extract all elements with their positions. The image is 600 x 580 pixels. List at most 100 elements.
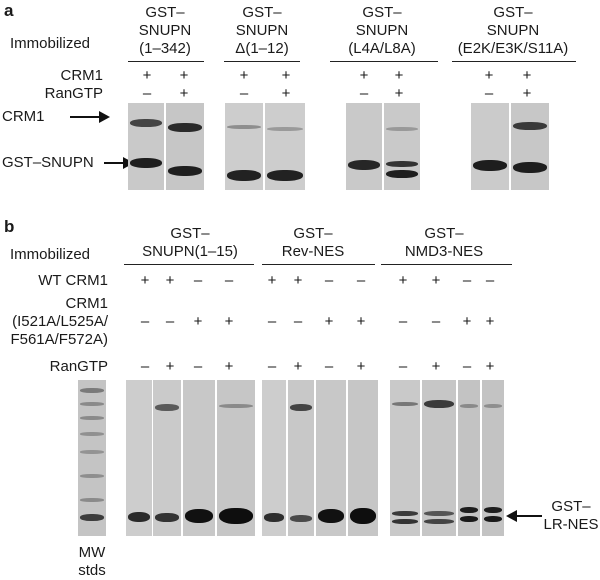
wt-crm1-row-label: WT CRM1 <box>38 272 108 289</box>
mutant-symbol-b-5: – <box>267 313 277 330</box>
rangtp-symbol-a-1: – <box>142 85 152 102</box>
gel-lane-a-7 <box>471 103 509 190</box>
crm1-symbol-a-3: + <box>239 67 249 84</box>
crm1-symbol-a-5: + <box>359 67 369 84</box>
wt-symbol-b-6: + <box>293 272 303 289</box>
band <box>130 158 162 168</box>
rangtp-symbol-a-5: – <box>359 85 369 102</box>
gel-lane-a-2 <box>166 103 204 190</box>
rangtp-symbol-b-10: + <box>431 358 441 375</box>
gst-snupn-band-arrow <box>104 157 134 169</box>
rangtp-row-label-a: RanGTP <box>44 85 103 102</box>
band <box>460 404 478 408</box>
band <box>318 509 344 523</box>
wt-symbol-b-12: – <box>485 272 495 289</box>
rangtp-symbol-b-9: – <box>398 358 408 375</box>
gel-lane-a-5 <box>346 103 382 190</box>
crm1-symbol-a-2: + <box>179 67 189 84</box>
gst-lr-nes-band-arrow <box>506 510 542 522</box>
rangtp-symbol-b-1: – <box>140 358 150 375</box>
immobilized-label-a: Immobilized <box>10 35 91 52</box>
mutant-symbol-b-8: + <box>356 313 366 330</box>
band <box>219 508 253 524</box>
rangtp-symbol-b-2: + <box>165 358 175 375</box>
gel-lane-b-9 <box>390 380 420 536</box>
gel-lane-a-4 <box>265 103 305 190</box>
mutant-symbol-b-1: – <box>140 313 150 330</box>
gel-lane-b-7 <box>316 380 346 536</box>
rangtp-symbol-a-7: – <box>484 85 494 102</box>
band <box>80 388 104 393</box>
band <box>473 160 507 171</box>
wt-symbol-b-2: + <box>165 272 175 289</box>
gel-lane-b-11 <box>458 380 480 536</box>
wt-symbol-b-1: + <box>140 272 150 289</box>
gel-lane-b-8 <box>348 380 378 536</box>
band <box>80 514 104 521</box>
band <box>267 170 303 181</box>
band <box>392 519 418 524</box>
header-rule-a-1 <box>128 61 204 62</box>
band <box>227 170 261 181</box>
wt-symbol-b-4: – <box>224 272 234 289</box>
wt-symbol-b-11: – <box>462 272 472 289</box>
gel-lane-b-2 <box>153 380 181 536</box>
band <box>219 404 253 408</box>
gel-lane-a-3 <box>225 103 263 190</box>
crm1-symbol-a-7: + <box>484 67 494 84</box>
band <box>80 402 104 406</box>
band <box>424 511 454 516</box>
band <box>386 170 418 178</box>
band <box>424 400 454 408</box>
gel-lane-b-6 <box>288 380 314 536</box>
crm1-symbol-a-1: + <box>142 67 152 84</box>
wt-symbol-b-3: – <box>193 272 203 289</box>
crm1-row-label-a: CRM1 <box>60 67 103 84</box>
rangtp-symbol-b-5: – <box>267 358 277 375</box>
band <box>80 474 104 478</box>
band <box>290 515 312 522</box>
band <box>484 507 502 513</box>
band <box>128 512 150 522</box>
band <box>155 513 179 522</box>
header-rule-a-3 <box>330 61 438 62</box>
gel-lane-a-8 <box>511 103 549 190</box>
wt-symbol-b-7: – <box>324 272 334 289</box>
crm1-symbol-a-8: + <box>522 67 532 84</box>
crm1-band-arrow <box>70 111 110 123</box>
gel-lane-a-1 <box>128 103 164 190</box>
band <box>267 127 303 131</box>
gel-lane-b-3 <box>183 380 215 536</box>
band <box>386 127 418 131</box>
band <box>130 119 162 127</box>
band <box>80 450 104 454</box>
mutant-symbol-b-12: + <box>485 313 495 330</box>
band <box>460 507 478 513</box>
gst-snupn-band-label: GST–SNUPN <box>2 154 94 171</box>
rangtp-symbol-b-7: – <box>324 358 334 375</box>
band <box>168 166 202 176</box>
wt-symbol-b-5: + <box>267 272 277 289</box>
band <box>348 160 380 170</box>
band <box>460 516 478 522</box>
crm1-band-label: CRM1 <box>2 108 45 125</box>
band <box>168 123 202 132</box>
band <box>264 513 284 522</box>
band <box>424 519 454 524</box>
rangtp-row-label-b: RanGTP <box>49 358 108 375</box>
immobilized-label-b: Immobilized <box>10 246 91 263</box>
panel-a-label: a <box>4 1 14 20</box>
band <box>350 508 376 524</box>
mw-standards-lane <box>78 380 106 536</box>
gel-lane-b-1 <box>126 380 152 536</box>
mutant-symbol-b-10: – <box>431 313 441 330</box>
band <box>227 125 261 129</box>
wt-symbol-b-10: + <box>431 272 441 289</box>
panel-b-label: b <box>4 217 15 236</box>
mutant-symbol-b-4: + <box>224 313 234 330</box>
band <box>80 498 104 502</box>
header-rule-b-2 <box>262 264 375 265</box>
band <box>80 416 104 420</box>
rangtp-symbol-b-12: + <box>485 358 495 375</box>
rangtp-symbol-a-2: + <box>179 85 189 102</box>
